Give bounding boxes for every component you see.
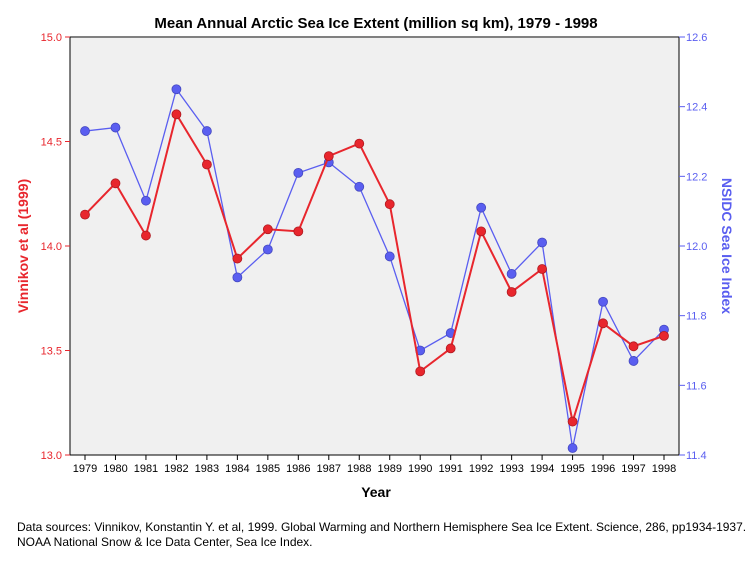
- left-tick-label: 14.5: [41, 137, 62, 149]
- vinnikov-data-point: [415, 366, 426, 377]
- chart-title: Mean Annual Arctic Sea Ice Extent (milli…: [154, 15, 597, 32]
- vinnikov-data-point: [445, 343, 456, 354]
- data-source-footnote: Data sources: Vinnikov, Konstantin Y. et…: [17, 520, 747, 549]
- vinnikov-data-point: [659, 330, 669, 341]
- x-tick-label: 1982: [164, 463, 188, 475]
- vinnikov-data-point: [506, 287, 517, 297]
- right-tick-label: 11.4: [686, 450, 707, 462]
- nsidc-data-point: [476, 202, 487, 213]
- x-tick-label: 1989: [377, 463, 401, 475]
- vinnikov-data-point: [323, 151, 334, 162]
- x-tick-label: 1980: [103, 463, 127, 475]
- nsidc-data-point: [201, 126, 212, 136]
- left-axis-label: Vinnikov et al (1999): [15, 179, 31, 313]
- nsidc-data-point: [628, 356, 639, 366]
- x-tick-label: 1993: [499, 463, 523, 475]
- x-tick-label: 1985: [256, 463, 280, 475]
- nsidc-data-point: [80, 126, 90, 136]
- x-tick-label: 1994: [530, 463, 554, 475]
- right-tick-label: 11.8: [686, 311, 707, 323]
- nsidc-data-point: [171, 84, 182, 95]
- right-tick-label: 12.0: [686, 241, 707, 253]
- vinnikov-data-point: [262, 224, 273, 235]
- right-tick-label: 12.6: [686, 32, 707, 44]
- vinnikov-data-point: [293, 226, 304, 237]
- nsidc-data-point: [293, 167, 304, 178]
- nsidc-data-point: [506, 268, 517, 279]
- nsidc-data-point: [384, 251, 395, 262]
- vinnikov-data-point: [80, 209, 90, 220]
- left-tick-label: 13.0: [41, 450, 62, 462]
- vinnikov-data-point: [171, 109, 182, 120]
- right-axis-label: NSIDC Sea Ice Index: [719, 178, 735, 314]
- nsidc-data-point: [354, 181, 365, 192]
- x-tick-label: 1998: [652, 463, 676, 475]
- x-tick-label: 1996: [591, 463, 615, 475]
- vinnikov-data-point: [628, 341, 639, 352]
- nsidc-data-point: [598, 296, 608, 307]
- x-tick-label: 1995: [560, 463, 584, 475]
- vinnikov-data-point: [537, 264, 548, 274]
- nsidc-data-point: [537, 237, 548, 248]
- x-axis-label: Year: [361, 484, 391, 500]
- x-tick-label: 1987: [317, 463, 341, 475]
- nsidc-data-point: [141, 195, 151, 206]
- vinnikov-data-point: [232, 253, 243, 264]
- nsidc-data-point: [110, 122, 121, 133]
- right-tick-label: 11.6: [686, 380, 707, 392]
- vinnikov-data-point: [201, 159, 212, 170]
- x-tick-label: 1979: [73, 463, 97, 475]
- nsidc-series-line: [84, 87, 665, 449]
- x-tick-label: 1997: [621, 463, 645, 475]
- left-tick-label: 13.5: [41, 346, 62, 358]
- vinnikov-data-point: [110, 178, 121, 189]
- nsidc-data-point: [567, 443, 578, 453]
- left-tick-label: 15.0: [41, 32, 62, 44]
- x-tick-label: 1981: [134, 463, 158, 475]
- nsidc-data-point: [232, 272, 243, 283]
- right-tick-label: 12.4: [686, 102, 707, 114]
- vinnikov-data-point: [476, 226, 487, 237]
- vinnikov-data-point: [384, 199, 395, 210]
- x-tick-label: 1991: [438, 463, 462, 475]
- x-tick-label: 1990: [408, 463, 432, 475]
- vinnikov-data-point: [598, 318, 608, 329]
- nsidc-data-point: [262, 244, 273, 255]
- x-tick-label: 1983: [195, 463, 219, 475]
- vinnikov-data-point: [141, 230, 151, 241]
- vinnikov-series-line: [84, 111, 665, 422]
- plot-area: [70, 37, 679, 455]
- x-tick-label: 1992: [469, 463, 493, 475]
- x-tick-label: 1986: [286, 463, 310, 475]
- right-tick-label: 12.2: [686, 171, 707, 183]
- x-tick-label: 1984: [225, 463, 249, 475]
- left-tick-label: 14.0: [41, 241, 62, 253]
- x-tick-label: 1988: [347, 463, 371, 475]
- vinnikov-data-point: [354, 138, 365, 149]
- vinnikov-data-point: [567, 416, 578, 427]
